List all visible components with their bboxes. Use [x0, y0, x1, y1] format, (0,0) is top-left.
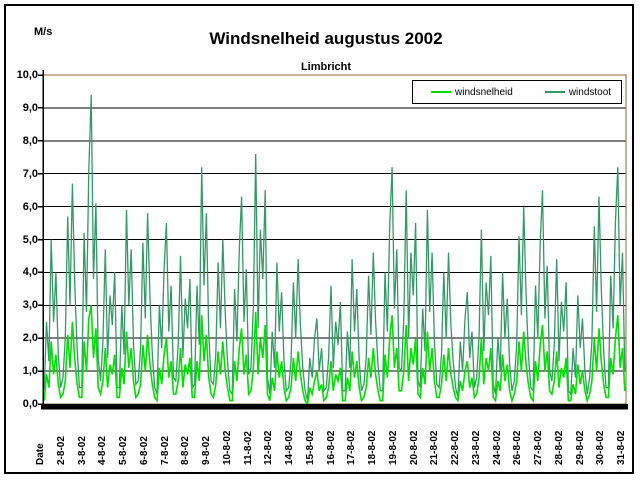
x-tick-label: 6-8-02 [138, 436, 150, 465]
x-tick-label: 24-8-02 [491, 430, 503, 465]
y-tick-label: 0,0 [22, 398, 38, 410]
x-tick-label: 4-8-02 [97, 436, 109, 465]
x-tick-label: 17-8-02 [346, 430, 358, 465]
chart-legend: windsnelheid windstoot [412, 80, 622, 104]
windsnelheid-line-swatch [431, 91, 451, 93]
x-tick-label: 2-8-02 [55, 436, 67, 465]
x-tick-label: 28-8-02 [553, 430, 565, 465]
y-tick-label: 2,0 [22, 332, 38, 345]
x-tick-label: 21-8-02 [429, 430, 441, 465]
chart-title: Windsnelheid augustus 2002 [209, 29, 443, 48]
x-tick-label: 10-8-02 [221, 430, 233, 465]
x-axis-line [41, 404, 628, 410]
x-tick-label: 8-8-02 [180, 436, 192, 465]
x-tick-label: 18-8-02 [367, 430, 378, 465]
x-tick-label: 22-8-02 [450, 430, 461, 465]
legend-item-windstoot: windstoot [544, 86, 612, 98]
y-tick-label: 8,0 [22, 134, 38, 147]
y-axis-unit-label: M/s [34, 26, 53, 38]
x-axis-title: Date [35, 443, 46, 465]
x-tick-label: 23-8-02 [470, 430, 482, 465]
x-tick-label: 9-8-02 [201, 436, 212, 465]
legend-item-windsnelheid: windsnelheid [431, 87, 513, 98]
series-windstoot-line [43, 94, 626, 401]
x-tick-label: 29-8-02 [574, 430, 586, 465]
series-windsnelheid-line [43, 305, 626, 407]
y-tick-label: 4,0 [22, 266, 38, 279]
x-tick-label: 11-8-02 [242, 431, 254, 465]
y-tick-label: 10,0 [16, 69, 38, 81]
chart-subtitle: Limbricht [300, 61, 352, 73]
x-tick-label: 27-8-02 [533, 430, 544, 465]
y-tick-label: 6,0 [22, 200, 38, 213]
x-tick-label: 3-8-02 [76, 436, 88, 465]
x-tick-label: 14-8-02 [284, 430, 295, 465]
x-tick-label: 30-8-02 [595, 430, 607, 465]
y-tick-label: 9,0 [22, 101, 38, 114]
x-tick-label: 12-8-02 [263, 430, 275, 465]
x-tick-label: 15-8-02 [304, 430, 316, 465]
x-tick-label: 20-8-02 [408, 430, 420, 465]
x-tick-label: 19-8-02 [387, 430, 399, 465]
x-tick-label: 16-8-02 [325, 430, 337, 465]
y-tick-label: 5,0 [22, 233, 38, 246]
x-tick-label: 26-8-02 [512, 430, 524, 465]
x-tick-label: 7-8-02 [159, 436, 171, 465]
y-tick-label: 1,0 [22, 365, 38, 378]
y-tick-label: 7,0 [22, 167, 38, 180]
legend-label-windstoot: windstoot [568, 86, 612, 98]
legend-label-windsnelheid: windsnelheid [455, 86, 513, 98]
windstoot-line-swatch [544, 91, 565, 93]
x-tick-label: 31-8-02 [616, 430, 627, 465]
x-tick-label: 5-8-02 [118, 436, 129, 465]
y-tick-label: 3,0 [22, 299, 38, 312]
